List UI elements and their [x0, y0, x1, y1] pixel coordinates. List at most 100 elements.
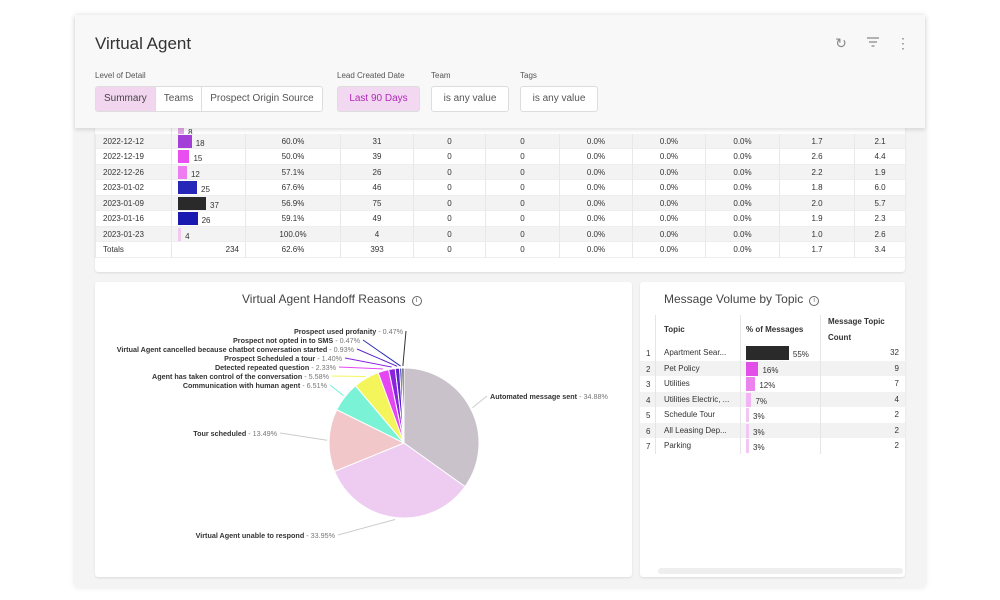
table-cell: 0.0%	[559, 149, 632, 165]
pie-slice[interactable]	[333, 442, 466, 519]
table-cell: 46	[340, 180, 413, 196]
topic-row[interactable]: 4 Utilities Electric, ... 7% 4	[640, 391, 905, 407]
separator: -	[302, 372, 308, 381]
table-cell: 1.7	[779, 133, 854, 149]
count-bar	[178, 150, 190, 163]
table-cell: 12	[171, 164, 245, 180]
cell-value: 0	[520, 245, 525, 254]
pie-label: Virtual Agent cancelled because chatbot …	[117, 345, 355, 354]
table-row: 2022-12-26 12 57.1% 26 0 0 0.0% 0.0% 0.0% 2.2 1.9	[95, 164, 905, 180]
level-teams-button[interactable]: Teams	[156, 87, 203, 111]
pie-label: Prospect Scheduled a tour - 1.40%	[224, 354, 342, 363]
table-cell: 0.0%	[632, 149, 705, 165]
refresh-icon[interactable]: ↻	[835, 35, 847, 51]
pie-chart: Automated message sent - 34.88% Virtual A…	[117, 327, 609, 540]
pie-leader-line	[362, 339, 401, 367]
lead-created-date-filter[interactable]: Last 90 Days	[337, 86, 420, 112]
topic-row[interactable]: 6 All Leasing Dep... 3% 2	[640, 422, 905, 438]
column-header-topic: Topic	[664, 325, 685, 334]
team-label: Team	[431, 71, 451, 80]
topic-row[interactable]: 2 Pet Policy 16% 9	[640, 360, 905, 376]
cell-value: 1.0	[811, 229, 823, 239]
cell-value: 50.0%	[281, 152, 305, 161]
table-cell: 0	[485, 242, 559, 258]
pie-leader-line	[338, 366, 383, 370]
table-column-divider	[655, 407, 656, 423]
table-cell: 2022-12-26	[95, 164, 171, 180]
table-cell: 18	[171, 133, 245, 149]
cell-value: 0.0%	[586, 198, 606, 208]
table-cell: 2022-12-19	[95, 149, 171, 165]
table-cell: 2023-01-09	[95, 195, 171, 211]
topic-row[interactable]: 7 Parking 3% 2	[640, 438, 905, 454]
table-cell: 4	[340, 226, 413, 242]
table-cell: 0.0%	[559, 226, 632, 242]
topic-name: Pet Policy	[664, 363, 700, 373]
level-of-detail-label: Level of Detail	[95, 71, 146, 80]
info-icon[interactable]: i	[411, 296, 422, 306]
pie-label-name: Communication with human agent	[183, 381, 301, 390]
cell-value: 0	[520, 183, 525, 192]
cell-value: 1.9	[874, 167, 886, 177]
table-column-divider	[820, 391, 821, 407]
pie-leader-line	[356, 348, 398, 367]
table-column-divider	[655, 376, 656, 392]
table-cell: 67.6%	[245, 180, 340, 196]
table-cell: 2.6	[854, 226, 905, 242]
separator: -	[577, 392, 583, 401]
cell-value: 31	[372, 136, 382, 146]
info-icon[interactable]: i	[809, 296, 820, 306]
table-column-divider	[655, 422, 656, 438]
cell-value: 2022-12-26	[103, 167, 144, 177]
count-value: 18	[195, 138, 205, 148]
percent-bar	[746, 361, 759, 376]
table-cell: 4	[171, 226, 245, 242]
pie-label: Communication with human agent - 6.51%	[183, 381, 328, 390]
pie-slice[interactable]	[403, 367, 480, 488]
topic-row[interactable]: 3 Utilities 12% 7	[640, 376, 905, 392]
row-index: 2	[646, 364, 651, 374]
level-prospect-origin-button[interactable]: Prospect Origin Source	[210, 93, 314, 104]
table-cell: 0	[485, 164, 559, 180]
pie-slice[interactable]	[401, 367, 405, 444]
table-column-divider	[820, 376, 821, 392]
pie-label-percent: 0.93%	[334, 345, 355, 354]
topic-name: Parking	[664, 441, 692, 450]
more-vertical-icon[interactable]: ⋮	[896, 35, 910, 51]
table-cell: 0.0%	[632, 133, 705, 149]
table-column-divider	[820, 360, 821, 376]
handoff-reasons-card: Virtual Agent Handoff Reasons i Automated…	[95, 282, 632, 577]
cell-value: 0.0%	[586, 183, 606, 192]
table-cell: 0.0%	[559, 195, 632, 211]
table-cell: 0	[413, 149, 485, 165]
level-summary-button[interactable]: Summary	[96, 87, 156, 111]
message-volume-title: Message Volume by Topic i	[664, 292, 820, 306]
pie-label-percent: 5.58%	[309, 372, 330, 381]
table-cell: 0.0%	[705, 211, 779, 227]
count-bar	[178, 181, 198, 194]
cell-value: 393	[370, 245, 384, 254]
table-column-divider	[740, 407, 741, 423]
table-cell: 0	[413, 226, 485, 242]
topic-row[interactable]: 5 Schedule Tour 3% 2	[640, 407, 905, 423]
topic-row[interactable]: 1 Apartment Sear... 55% 32	[640, 345, 905, 361]
cell-value: 49	[372, 214, 382, 223]
horizontal-scrollbar[interactable]	[658, 568, 903, 574]
table-cell: 0	[485, 180, 559, 196]
cell-value: 0	[447, 136, 452, 146]
team-filter[interactable]: is any value	[431, 86, 509, 112]
table-cell: 39	[340, 149, 413, 165]
cell-value: 3.4	[874, 245, 886, 254]
cell-value: 2023-01-16	[103, 214, 144, 223]
tags-filter[interactable]: is any value	[520, 86, 598, 112]
percent-bar	[746, 439, 749, 453]
count-value: 37	[210, 200, 219, 210]
separator: -	[300, 381, 306, 390]
cell-value: 0	[520, 167, 525, 177]
filter-icon[interactable]	[865, 35, 881, 51]
cell-value: 0.0%	[659, 214, 679, 223]
pie-slice[interactable]	[328, 409, 406, 473]
message-volume-card: Message Volume by Topic i Topic % of Messa…	[640, 282, 905, 577]
table-cell: 0.0%	[559, 164, 632, 180]
table-cell: 0.0%	[632, 164, 705, 180]
